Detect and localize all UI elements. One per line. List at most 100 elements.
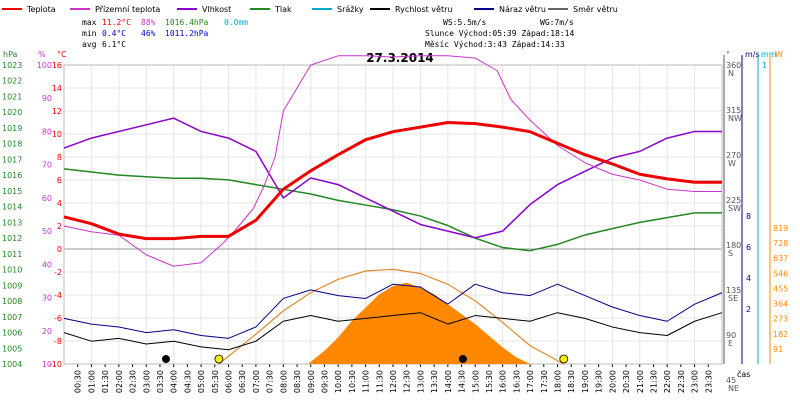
tick-label: 4 <box>746 274 751 283</box>
tick-label: 364 <box>773 300 788 309</box>
legend-label: Vlhkost <box>202 5 231 14</box>
unit-wm2: W <box>775 50 783 59</box>
stats-max-temp: 11.2°C <box>102 18 131 27</box>
sun-marker <box>214 354 224 364</box>
x-axis-label: čas <box>737 369 750 379</box>
x-tick-label: 22:00 <box>663 370 672 393</box>
x-tick-label: 06:30 <box>238 370 247 393</box>
series-temp-line <box>63 121 722 241</box>
tick-label: 1022 <box>2 77 22 86</box>
tick-label: 45 <box>726 376 736 385</box>
legend-label: Tlak <box>274 5 292 14</box>
unit-hpa: hPa <box>3 50 18 59</box>
moon-marker <box>161 355 170 363</box>
x-tick-label: 10:00 <box>334 370 343 393</box>
x-tick-label: 03:00 <box>142 370 151 393</box>
x-tick-label: 04:30 <box>183 370 192 393</box>
x-tick-label: 16:00 <box>499 370 508 393</box>
tick-label: 14 <box>52 84 62 93</box>
series-ground-temp-line <box>63 55 722 267</box>
tick-label: 819 <box>773 224 788 233</box>
tick-label: 1008 <box>2 297 22 306</box>
tick-label: 1011 <box>2 250 22 259</box>
x-tick-label: 08:00 <box>279 370 288 393</box>
unit-dir: ° <box>726 50 730 59</box>
tick-label: 637 <box>773 254 788 263</box>
x-tick-label: 06:00 <box>225 370 234 393</box>
tick-label: W <box>728 159 736 168</box>
stats-block: max 11.2°C 88% 1016.4hPa 0.0mm min 0.4°C… <box>82 18 574 49</box>
tick-label: 1016 <box>2 171 22 180</box>
tick-label: 20 <box>42 327 52 336</box>
tick-label: 1019 <box>2 124 22 133</box>
tick-label: 1007 <box>2 313 22 322</box>
x-tick-label: 18:30 <box>567 370 576 393</box>
tick-label: 70 <box>42 161 52 170</box>
tick-label: NW <box>728 114 742 123</box>
x-tick-label: 05:30 <box>211 370 220 393</box>
x-tick-label: 09:30 <box>320 370 329 393</box>
tick-label: 182 <box>773 330 788 339</box>
tick-label: 10 <box>52 130 62 139</box>
sun-text: Slunce Východ:05:39 Západ:18:14 <box>425 29 574 38</box>
legend-label: Směr větru <box>573 5 618 14</box>
moon-marker <box>458 355 467 363</box>
x-tick-label: 19:30 <box>595 370 604 393</box>
tick-label: 40 <box>42 260 52 269</box>
x-tick-label: 11:00 <box>362 370 371 393</box>
tick-label: 225 <box>726 196 741 205</box>
tick-label: 1010 <box>2 266 22 275</box>
tick-label: 91 <box>773 345 783 354</box>
sun-marker <box>559 354 569 364</box>
tick-label: SW <box>728 204 741 213</box>
tick-label: -8 <box>54 337 62 346</box>
tick-label: 1 <box>762 61 767 70</box>
moon-text: Měsíc Východ:3:43 Západ:14:33 <box>425 40 565 49</box>
stats-label-min: min <box>82 29 97 38</box>
stats-min-press: 1011.2hPa <box>165 29 209 38</box>
x-tick-label: 12:30 <box>403 370 412 393</box>
series-wind-speed-line <box>63 312 723 351</box>
x-tick-label: 12:00 <box>389 370 398 393</box>
tick-label: 30 <box>42 294 52 303</box>
chart-title: 27.3.2014 <box>366 51 434 65</box>
tick-label: -6 <box>54 314 62 323</box>
stats-min-temp: 0.4°C <box>102 29 126 38</box>
x-tick-label: 02:30 <box>129 370 138 393</box>
x-tick-label: 17:00 <box>526 370 535 393</box>
x-tick-label: 14:30 <box>458 370 467 393</box>
tick-label: 1017 <box>2 155 22 164</box>
tick-label: 90 <box>42 94 52 103</box>
tick-label: 0 <box>57 245 62 254</box>
x-tick-label: 15:30 <box>485 370 494 393</box>
x-tick-label: 15:00 <box>471 370 480 393</box>
tick-label: -2 <box>54 268 62 277</box>
tick-label: 80 <box>42 127 52 136</box>
tick-label: 728 <box>773 239 788 248</box>
legend-label: Rychlost větru <box>395 5 452 14</box>
x-tick-label: 16:30 <box>512 370 521 393</box>
tick-label: 1006 <box>2 329 22 338</box>
x-tick-label: 05:00 <box>197 370 206 393</box>
x-tick-label: 11:30 <box>375 370 384 393</box>
tick-label: 273 <box>773 315 788 324</box>
axis-degc: 16 14 12 10 8 6 4 2 0 -2 -4 -6 -8 -10 <box>49 61 62 369</box>
tick-label: 1005 <box>2 344 22 353</box>
tick-label: 315 <box>726 106 741 115</box>
tick-label: NE <box>728 384 739 393</box>
axis-pct: 100 90 80 70 60 50 40 30 20 10 <box>37 61 52 369</box>
stats-label-max: max <box>82 18 97 27</box>
axis-wm2: 819 728 637 546 455 364 273 182 91 <box>773 224 788 354</box>
legend-label: Přízemní teplota <box>95 5 160 14</box>
x-tick-label: 08:30 <box>293 370 302 393</box>
tick-label: 455 <box>773 284 788 293</box>
tick-label: -10 <box>49 360 62 369</box>
stats-max-hum: 88% <box>141 18 156 27</box>
wg-text: WG:7m/s <box>540 18 574 27</box>
tick-label: 1012 <box>2 234 22 243</box>
solar-area <box>308 282 531 364</box>
x-tick-label: 09:00 <box>307 370 316 393</box>
axis-hpa: 1023 1022 1021 1020 1019 1018 1017 1016 1015 1014… <box>2 61 22 369</box>
legend: Teplota Přízemní teplota Vlhkost Tlak Srážky… <box>2 5 618 14</box>
tick-label: 16 <box>52 61 62 70</box>
